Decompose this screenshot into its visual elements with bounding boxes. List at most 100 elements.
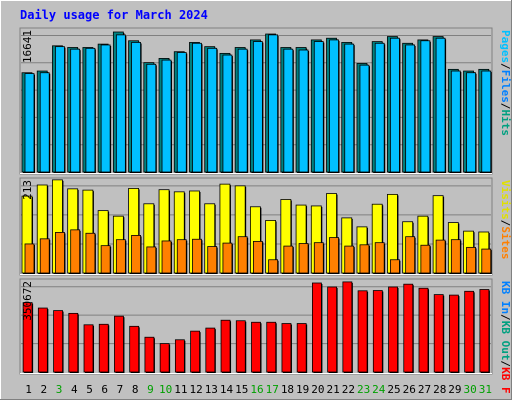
bar-kb-f-day-20 [312, 282, 322, 373]
bar-files-day-26 [405, 44, 416, 173]
bar-sites-day-1 [24, 243, 35, 274]
bar-files-day-2 [39, 72, 50, 173]
bar-kb-f-day-11 [174, 339, 185, 373]
bar-sites-day-22 [344, 245, 355, 274]
bar-kb-f-day-27 [418, 287, 429, 373]
bar-files-day-13 [207, 47, 218, 173]
bar-files-day-18 [283, 48, 294, 173]
bar-files-day-5 [85, 47, 96, 173]
bar-sites-day-16 [252, 240, 263, 274]
x-tick-label-10: 10 [159, 383, 172, 396]
bar-sites-day-2 [39, 238, 50, 274]
bar-kb-f-day-9 [144, 336, 155, 373]
x-tick-label-27: 27 [418, 383, 431, 396]
ylabel-part: Visits [499, 180, 512, 220]
bar-kb-f-day-5 [83, 324, 94, 373]
bar-kb-f-day-16 [251, 321, 261, 373]
x-tick-label-7: 7 [117, 383, 124, 396]
bar-kb-f-day-21 [327, 286, 338, 373]
x-tick-label-30: 30 [464, 383, 477, 396]
x-tick-label-18: 18 [281, 383, 294, 396]
bar-sites-day-18 [283, 245, 294, 274]
bar-files-day-4 [70, 48, 81, 173]
bar-files-day-10 [161, 59, 172, 173]
middle-panel: 213 Visits/Sites [19, 177, 512, 276]
bar-files-day-16 [252, 41, 263, 173]
bar-sites-day-17 [268, 259, 279, 274]
x-tick-label-2: 2 [41, 383, 48, 396]
x-tick-label-4: 4 [71, 383, 78, 396]
bar-sites-day-8 [131, 235, 141, 274]
bar-files-day-11 [176, 52, 187, 173]
x-tick-label-11: 11 [174, 383, 187, 396]
bar-sites-day-11 [176, 239, 187, 274]
bar-kb-f-day-12 [190, 330, 200, 373]
bar-kb-f-day-7 [114, 315, 124, 373]
x-tick-label-15: 15 [235, 383, 248, 396]
top-panel: 16641 Pages/Files/Hits [19, 27, 512, 175]
ylabel-separator: / [499, 103, 512, 110]
bar-files-day-21 [329, 39, 339, 173]
ylabel-part: KB In [499, 281, 512, 314]
x-tick-label-1: 1 [25, 383, 32, 396]
bar-sites-day-4 [70, 229, 81, 274]
x-tick-label-14: 14 [220, 383, 234, 396]
bottom-max-label: 350672 [21, 281, 34, 321]
x-tick-label-31: 31 [479, 383, 492, 396]
bar-sites-day-10 [161, 240, 172, 274]
bar-files-day-30 [466, 72, 476, 173]
bar-kb-f-day-26 [403, 283, 414, 373]
bar-files-day-28 [435, 37, 446, 173]
bottom-series-kb-f [22, 281, 490, 373]
bar-files-day-29 [450, 70, 461, 173]
bottom-panel: 350672 KB In/KB Out/KB F [19, 278, 512, 394]
middle-series-sites [24, 229, 492, 274]
bar-sites-day-27 [420, 244, 431, 274]
bar-sites-day-9 [146, 246, 157, 274]
bar-kb-f-day-10 [159, 343, 170, 373]
bar-kb-f-day-22 [342, 281, 353, 373]
x-tick-label-26: 26 [403, 383, 416, 396]
bar-kb-f-day-8 [129, 325, 140, 373]
bar-sites-day-25 [390, 259, 400, 274]
middle-ylabel: Visits/Sites [499, 180, 512, 260]
bar-sites-day-19 [298, 243, 309, 274]
ylabel-part: KB Out [499, 321, 512, 361]
bar-kb-f-day-18 [281, 323, 292, 373]
bar-kb-f-day-30 [464, 290, 475, 373]
bar-files-day-7 [115, 34, 126, 173]
bar-sites-day-14 [222, 242, 233, 274]
bar-sites-day-6 [100, 245, 111, 274]
x-tick-label-29: 29 [448, 383, 461, 396]
bottom-ylabel: KB In/KB Out/KB F [499, 281, 512, 394]
bar-kb-f-day-29 [449, 294, 459, 373]
bar-sites-day-15 [237, 236, 248, 274]
bar-files-day-8 [131, 42, 141, 173]
bar-files-day-14 [222, 54, 233, 173]
bar-kb-f-day-28 [433, 294, 444, 373]
x-tick-label-17: 17 [266, 383, 279, 396]
x-tick-label-13: 13 [205, 383, 218, 396]
bar-files-day-27 [420, 40, 431, 173]
top-max-label: 16641 [21, 30, 34, 63]
bar-kb-f-day-14 [220, 319, 231, 373]
bar-files-day-31 [481, 70, 492, 173]
x-tick-label-12: 12 [189, 383, 202, 396]
x-tick-label-21: 21 [327, 383, 340, 396]
bar-kb-f-day-13 [205, 327, 216, 373]
bar-sites-day-3 [55, 232, 65, 274]
x-tick-label-23: 23 [357, 383, 370, 396]
x-tick-label-9: 9 [147, 383, 154, 396]
bar-sites-day-28 [435, 239, 446, 274]
bar-files-day-15 [237, 48, 248, 173]
bar-files-day-1 [24, 73, 35, 173]
bar-kb-f-day-2 [37, 307, 48, 373]
top-series-files [24, 34, 492, 174]
bar-kb-f-day-6 [98, 323, 109, 373]
x-tick-label-6: 6 [101, 383, 108, 396]
bar-files-day-20 [313, 41, 324, 173]
bar-kb-f-day-25 [388, 286, 398, 373]
bar-kb-f-day-19 [296, 323, 307, 373]
x-tick-label-8: 8 [132, 383, 139, 396]
